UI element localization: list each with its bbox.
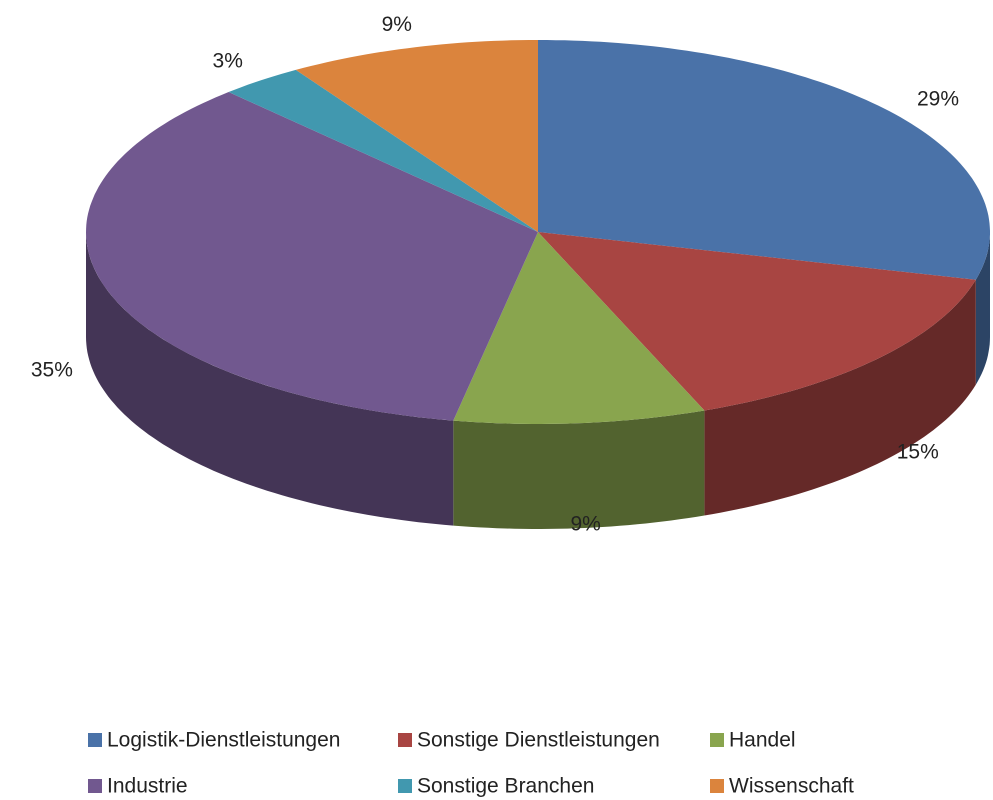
slice-side <box>86 232 454 526</box>
slice-side <box>453 410 705 529</box>
legend-label: Sonstige Dienstleistungen <box>417 729 660 752</box>
slice-side <box>975 232 990 385</box>
data-label: 9% <box>570 512 600 535</box>
legend-swatch <box>710 779 724 793</box>
legend-label: Logistik-Dienstleistungen <box>107 729 340 752</box>
legend-label: Industrie <box>107 775 188 798</box>
legend-swatch <box>398 779 412 793</box>
slice <box>86 92 538 421</box>
data-label: 35% <box>31 358 73 381</box>
slice-side <box>704 279 976 516</box>
legend-label: Wissenschaft <box>729 775 854 798</box>
legend-swatch <box>88 779 102 793</box>
legend-swatch <box>398 733 412 747</box>
legend-swatch <box>710 733 724 747</box>
legend-label: Handel <box>729 729 796 752</box>
legend-label: Sonstige Branchen <box>417 775 594 798</box>
legend-swatch <box>88 733 102 747</box>
data-label: 9% <box>382 13 412 36</box>
slice <box>453 232 705 424</box>
data-label: 15% <box>897 441 939 464</box>
slice <box>538 40 990 280</box>
slice <box>228 69 538 233</box>
data-label: 3% <box>213 50 243 73</box>
slice <box>538 232 976 411</box>
slice <box>295 40 538 232</box>
data-label: 29% <box>917 88 959 111</box>
